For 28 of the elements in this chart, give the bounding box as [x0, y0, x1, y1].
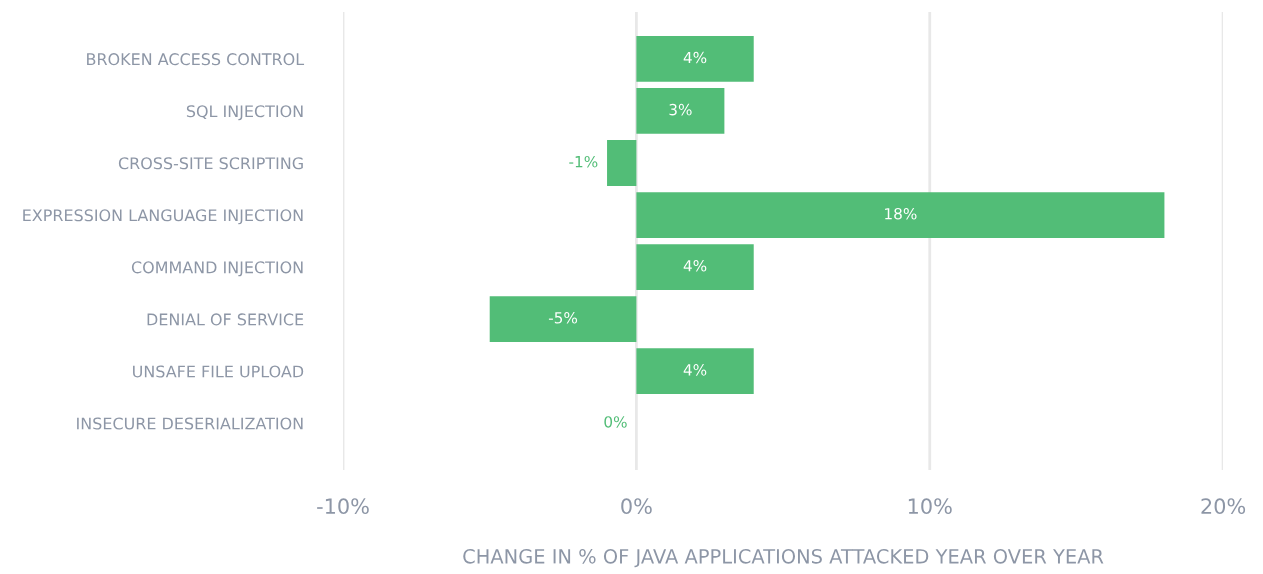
- bar: [636, 192, 1165, 238]
- y-tick-label: DENIAL OF SERVICE: [147, 313, 304, 326]
- data-label: 4%: [683, 259, 707, 272]
- y-tick-label: UNSAFE FILE UPLOAD: [133, 365, 304, 378]
- bar: [636, 244, 754, 291]
- data-label: -5%: [548, 312, 578, 324]
- data-label: 4%: [683, 51, 707, 64]
- y-tick-label: EXPRESSION LANGUAGE INJECTION: [23, 209, 303, 225]
- bar: [636, 88, 725, 134]
- x-tick-label: 10%: [908, 498, 952, 515]
- x-tick-label: 20%: [1201, 498, 1246, 515]
- data-label: 4%: [683, 364, 707, 376]
- data-label: 0%: [604, 416, 627, 428]
- data-label: 3%: [669, 103, 692, 116]
- bar: [489, 296, 637, 343]
- bar: [607, 140, 637, 186]
- data-label: -1%: [569, 155, 598, 168]
- data-label: 18%: [885, 207, 917, 220]
- x-tick-label: -10%: [317, 498, 369, 515]
- y-tick-label: CROSS-SITE SCRIPTING: [118, 157, 303, 170]
- bar: [636, 348, 754, 395]
- y-tick-label: BROKEN ACCESS CONTROL: [87, 53, 305, 66]
- x-axis-title: CHANGE IN % OF JAVA APPLICATIONS ATTACKED YEAR OVER YEAR: [463, 548, 1104, 568]
- y-tick-label: INSECURE DESERIALIZATION: [77, 417, 303, 430]
- y-tick-label: SQL INJECTION: [186, 105, 303, 121]
- x-tick-label: 0%: [621, 498, 652, 515]
- bar: [636, 36, 754, 82]
- y-tick-label: COMMAND INJECTION: [131, 261, 303, 277]
